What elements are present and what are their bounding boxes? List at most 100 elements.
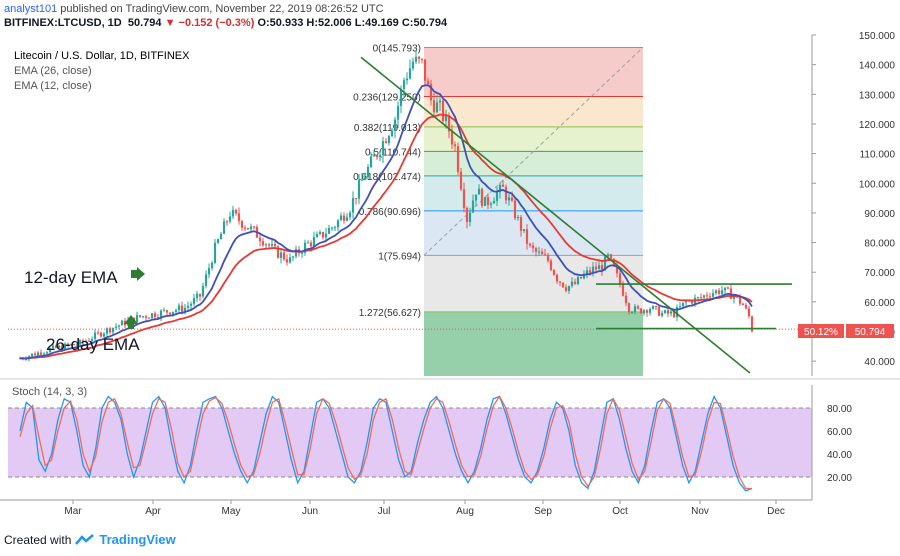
candle-body — [375, 155, 379, 158]
candle-body — [633, 306, 637, 313]
candle-body — [330, 227, 334, 229]
candle-body — [33, 353, 37, 356]
candle-body — [741, 303, 745, 305]
author-link[interactable]: analyst101 — [4, 3, 58, 15]
pct-badge-text: 50.12% — [804, 327, 838, 338]
tradingview-brand[interactable]: TradingView — [99, 532, 176, 547]
candle-body — [87, 340, 91, 342]
candle-body — [372, 155, 376, 157]
trendlines[interactable] — [360, 56, 792, 374]
candle-body — [312, 237, 316, 247]
candle-body — [519, 216, 523, 231]
ohlc-header: BITFINEX:LTCUSD, 1D 50.794 ▼ −0.152 (−0.… — [4, 17, 447, 29]
created-with-text: Created with — [4, 532, 72, 547]
candle-body — [69, 344, 73, 346]
candle-body — [435, 102, 439, 113]
candle-body — [621, 284, 625, 296]
candle-body — [303, 242, 307, 253]
candle-body — [555, 274, 559, 282]
candlesticks — [18, 49, 754, 362]
time-tick-label: Apr — [145, 506, 161, 517]
candle-body — [141, 316, 145, 318]
candle-body — [42, 353, 46, 355]
candle-body — [120, 320, 124, 326]
candle-body — [588, 270, 592, 273]
open-label: O: — [257, 17, 270, 29]
stoch-tick-label: 80.00 — [827, 404, 852, 415]
candle-body — [570, 281, 574, 286]
candle-body — [324, 233, 328, 238]
candle-body — [750, 316, 754, 332]
candle-body — [270, 244, 274, 246]
last-price-badge-text: 50.794 — [855, 327, 886, 338]
price-tick-label: 140.000 — [859, 61, 896, 72]
candle-body — [408, 68, 412, 79]
candle-body — [66, 343, 70, 346]
time-tick-label: May — [222, 506, 241, 517]
ema12-legend: EMA (12, close) — [14, 80, 92, 92]
candle-body — [579, 277, 583, 279]
candle-body — [243, 227, 247, 229]
candle-body — [684, 301, 688, 303]
candle-body — [363, 177, 367, 180]
ema26-arrow-icon — [124, 315, 138, 324]
close-label: C: — [401, 17, 414, 29]
candle-body — [627, 303, 631, 313]
high-value: 52.006 — [318, 17, 352, 29]
ema26-annotation: 26-day EMA — [46, 335, 140, 354]
candle-body — [180, 305, 184, 312]
time-tick-label: Nov — [691, 506, 709, 517]
candle-body — [504, 186, 508, 201]
candle-body — [537, 251, 541, 253]
candle-body — [468, 212, 472, 223]
candle-body — [576, 277, 580, 285]
candle-body — [486, 197, 490, 205]
stoch-d-line — [19, 395, 752, 490]
ema26-line — [20, 113, 753, 360]
candle-body — [237, 213, 241, 222]
candle-body — [171, 311, 175, 315]
fib-label: 0.618(102.474) — [353, 172, 421, 183]
candle-body — [657, 306, 661, 316]
candle-body — [333, 227, 337, 229]
candle-body — [471, 200, 475, 213]
candle-body — [432, 100, 436, 113]
candle-body — [63, 343, 67, 350]
candle-body — [156, 316, 160, 318]
fib-label: 0.382(119.013) — [354, 123, 421, 134]
candle-body — [78, 340, 82, 345]
candle-body — [426, 80, 430, 84]
close-value: 50.794 — [413, 17, 448, 29]
fib-zone — [424, 151, 643, 176]
candle-body — [261, 241, 265, 246]
candle-body — [114, 326, 118, 328]
candle-body — [108, 328, 112, 333]
candle-body — [288, 257, 292, 263]
candle-body — [360, 179, 364, 181]
candle-body — [498, 184, 502, 193]
candle-body — [609, 254, 613, 259]
candle-body — [654, 306, 658, 308]
candle-body — [495, 192, 499, 201]
candle-body — [153, 313, 157, 317]
candle-body — [561, 282, 565, 288]
candle-body — [585, 270, 589, 274]
candle-body — [279, 252, 283, 258]
candle-body — [285, 259, 289, 263]
last-price: 50.794 — [127, 17, 162, 29]
candle-body — [708, 296, 712, 298]
candle-body — [282, 252, 286, 260]
fibonacci-retracement[interactable]: 0(145.793) 0.236(129.250) 0.382(119.013) 0.… — [353, 43, 644, 376]
price-tick-label: 100.000 — [859, 179, 896, 190]
footer: Created with TradingView — [4, 532, 176, 547]
candle-body — [201, 285, 205, 297]
price-tick-label: 60.000 — [864, 298, 895, 309]
tradingview-logo-icon — [75, 533, 95, 545]
candle-body — [414, 56, 418, 62]
candle-body — [369, 156, 373, 168]
candle-body — [231, 209, 235, 217]
candle-body — [294, 249, 298, 257]
high-label: H: — [306, 17, 318, 29]
candle-body — [648, 309, 652, 313]
